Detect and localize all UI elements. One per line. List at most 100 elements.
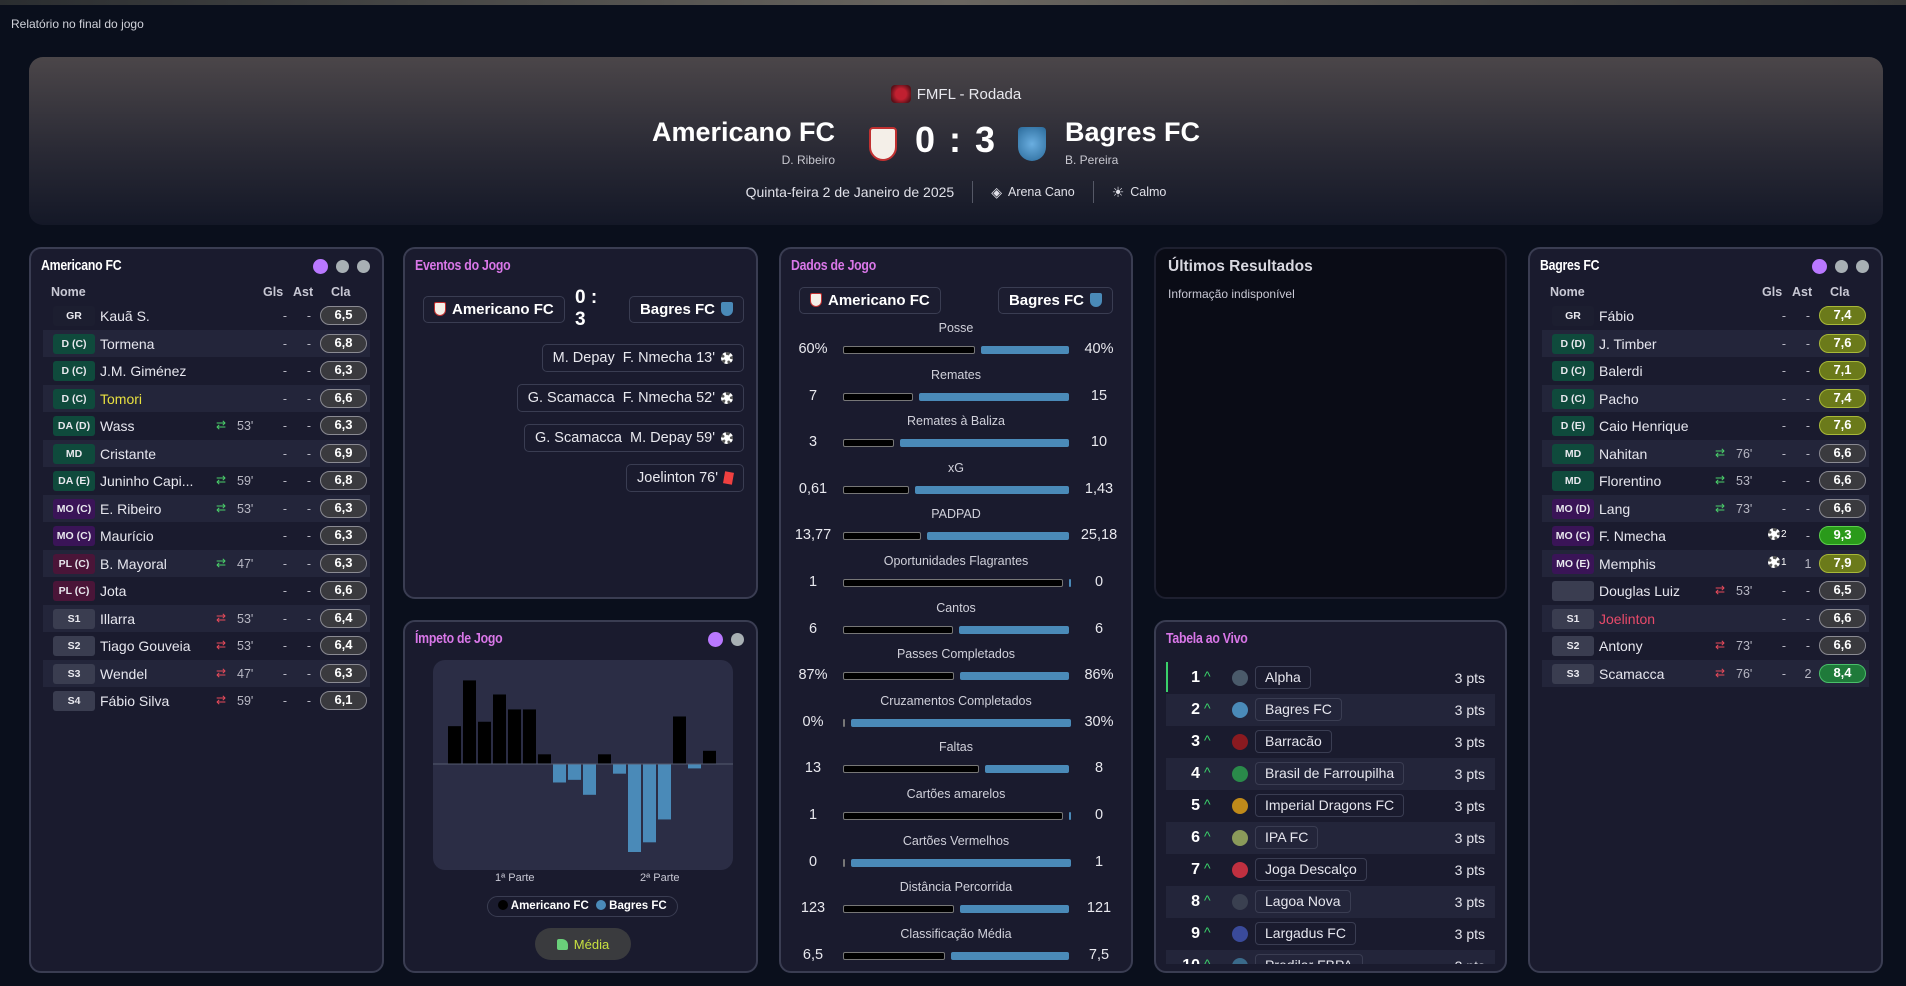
team-name[interactable]: Alpha	[1255, 666, 1311, 689]
player-row[interactable]: D (D) J. Timber - - 7,6	[1542, 329, 1869, 357]
player-row[interactable]: S2 Antony ⇄ 73' - - 6,6	[1542, 632, 1869, 660]
player-row[interactable]: GR Kauã S. - - 6,5	[43, 302, 370, 330]
player-row[interactable]: DA (E) Juninho Capi... ⇄ 59' - - 6,8	[43, 467, 370, 495]
player-name[interactable]: E. Ribeiro	[100, 500, 162, 517]
team-name[interactable]: Predilar FBPA	[1255, 954, 1363, 964]
table-row[interactable]: 7 ^ Joga Descalço 3 pts	[1166, 854, 1495, 886]
away-manager[interactable]: B. Pereira	[1065, 153, 1119, 167]
page-dot-active[interactable]	[313, 259, 328, 274]
player-name[interactable]: Cristante	[100, 445, 157, 462]
player-row[interactable]: S3 Scamacca ⇄ 76' - 2 8,4	[1542, 659, 1869, 687]
player-row[interactable]: PL (C) Jota - - 6,6	[43, 577, 370, 605]
event-item[interactable]: G. Scamacca F. Nmecha 52'	[516, 384, 744, 412]
player-name[interactable]: F. Nmecha	[1599, 528, 1666, 544]
stats-home-team[interactable]: Americano FC	[799, 287, 941, 314]
player-row[interactable]: S2 Tiago Gouveia ⇄ 53' - - 6,4	[43, 632, 370, 660]
player-row[interactable]: MD Florentino ⇄ 53' - - 6,6	[1542, 467, 1869, 495]
player-name[interactable]: Douglas Luiz	[1599, 583, 1680, 599]
player-row[interactable]: MO (E) Memphis 1 1 7,9	[1542, 549, 1869, 577]
player-name[interactable]: Joelinton	[1599, 610, 1656, 627]
player-name[interactable]: J.M. Giménez	[100, 363, 187, 379]
team-name[interactable]: Bagres FC	[1255, 698, 1342, 721]
table-row[interactable]: 10 ^ Predilar FBPA 3 pts	[1166, 950, 1495, 964]
col-name[interactable]: Nome	[51, 285, 86, 299]
player-name[interactable]: Jota	[100, 583, 127, 599]
home-team-name[interactable]: Americano FC	[651, 117, 835, 147]
col-goals[interactable]: Gls	[263, 285, 284, 299]
team-name[interactable]: Lagoa Nova	[1255, 890, 1351, 913]
player-name[interactable]: Fábio Silva	[100, 693, 170, 709]
player-row[interactable]: D (C) J.M. Giménez - - 6,3	[43, 357, 370, 385]
player-row[interactable]: Douglas Luiz ⇄ 53' - - 6,5	[1542, 577, 1869, 605]
event-item[interactable]: M. Depay F. Nmecha 13'	[541, 344, 744, 372]
stats-away-team[interactable]: Bagres FC	[997, 287, 1113, 314]
col-assists[interactable]: Ast	[293, 285, 314, 299]
player-name[interactable]: Kauã S.	[100, 308, 150, 324]
player-name[interactable]: Lang	[1599, 500, 1631, 517]
player-row[interactable]: S1 Joelinton - - 6,6	[1542, 604, 1869, 632]
player-name[interactable]: Memphis	[1599, 555, 1656, 572]
team-name[interactable]: IPA FC	[1255, 826, 1319, 849]
event-item[interactable]: G. Scamacca M. Depay 59'	[523, 424, 744, 452]
player-name[interactable]: Nahitan	[1599, 445, 1648, 462]
player-row[interactable]: D (C) Balerdi - - 7,1	[1542, 357, 1869, 385]
team-name[interactable]: Joga Descalço	[1255, 858, 1367, 881]
player-row[interactable]: MO (C) F. Nmecha 2 - 9,3	[1542, 522, 1869, 550]
team-name[interactable]: Largadus FC	[1255, 922, 1356, 945]
player-name[interactable]: J. Timber	[1599, 335, 1657, 352]
col-name[interactable]: Nome	[1550, 285, 1585, 299]
player-name[interactable]: Tiago Gouveia	[100, 638, 191, 654]
page-dot[interactable]	[1856, 260, 1869, 273]
player-name[interactable]: Tomori	[100, 390, 143, 407]
player-name[interactable]: Caio Henrique	[1599, 418, 1689, 434]
player-name[interactable]: Antony	[1599, 638, 1643, 654]
table-row[interactable]: 8 ^ Lagoa Nova 3 pts	[1166, 886, 1495, 918]
player-name[interactable]: Balerdi	[1599, 363, 1643, 379]
player-name[interactable]: Tormena	[100, 335, 155, 352]
page-dot-active[interactable]	[708, 632, 723, 647]
player-row[interactable]: S1 Illarra ⇄ 53' - - 6,4	[43, 604, 370, 632]
player-row[interactable]: D (C) Tomori - - 6,6	[43, 384, 370, 412]
player-row[interactable]: MO (D) Lang ⇄ 73' - - 6,6	[1542, 494, 1869, 522]
rating-button[interactable]: Média	[535, 928, 631, 960]
player-name[interactable]: Juninho Capi...	[100, 473, 194, 489]
page-dot[interactable]	[336, 260, 349, 273]
table-row[interactable]: 9 ^ Largadus FC 3 pts	[1166, 918, 1495, 950]
table-row[interactable]: 6 ^ IPA FC 3 pts	[1166, 822, 1495, 854]
player-row[interactable]: MO (C) E. Ribeiro ⇄ 53' - - 6,3	[43, 494, 370, 522]
player-row[interactable]: DA (D) Wass ⇄ 53' - - 6,3	[43, 412, 370, 440]
player-row[interactable]: MO (C) Maurício - - 6,3	[43, 522, 370, 550]
player-row[interactable]: D (C) Tormena - - 6,8	[43, 329, 370, 357]
player-row[interactable]: D (E) Caio Henrique - - 7,6	[1542, 412, 1869, 440]
home-manager[interactable]: D. Ribeiro	[781, 153, 835, 167]
table-row[interactable]: 2 ^ Bagres FC 3 pts	[1166, 694, 1495, 726]
player-name[interactable]: Wass	[100, 418, 135, 434]
col-goals[interactable]: Gls	[1762, 285, 1783, 299]
player-row[interactable]: PL (C) B. Mayoral ⇄ 47' - - 6,3	[43, 549, 370, 577]
league-table[interactable]: 1 ^ Alpha 3 pts 2 ^ Bagres FC 3 pts 3 ^ …	[1156, 622, 1505, 964]
player-row[interactable]: GR Fábio - - 7,4	[1542, 302, 1869, 330]
events-home-team[interactable]: Americano FC	[423, 296, 565, 323]
col-rating[interactable]: Cla	[1830, 285, 1850, 299]
player-name[interactable]: B. Mayoral	[100, 555, 167, 572]
events-away-team[interactable]: Bagres FC	[628, 296, 744, 323]
player-name[interactable]: Florentino	[1599, 473, 1662, 489]
page-dot[interactable]	[357, 260, 370, 273]
away-team-name[interactable]: Bagres FC	[1065, 117, 1201, 147]
player-name[interactable]: Fábio	[1599, 308, 1635, 324]
team-name[interactable]: Brasil de Farroupilha	[1255, 762, 1405, 785]
player-row[interactable]: MD Nahitan ⇄ 76' - - 6,6	[1542, 439, 1869, 467]
player-name[interactable]: Wendel	[100, 665, 148, 682]
page-dot[interactable]	[1835, 260, 1848, 273]
player-name[interactable]: Illarra	[100, 610, 136, 627]
player-row[interactable]: S3 Wendel ⇄ 47' - - 6,3	[43, 659, 370, 687]
player-name[interactable]: Maurício	[100, 528, 154, 544]
player-row[interactable]: MD Cristante - - 6,9	[43, 439, 370, 467]
page-dot[interactable]	[731, 633, 744, 646]
team-name[interactable]: Barracão	[1255, 730, 1332, 753]
player-row[interactable]: D (C) Pacho - - 7,4	[1542, 384, 1869, 412]
table-row[interactable]: 1 ^ Alpha 3 pts	[1166, 662, 1495, 694]
table-row[interactable]: 3 ^ Barracão 3 pts	[1166, 726, 1495, 758]
col-rating[interactable]: Cla	[331, 285, 351, 299]
player-name[interactable]: Scamacca	[1599, 665, 1665, 682]
